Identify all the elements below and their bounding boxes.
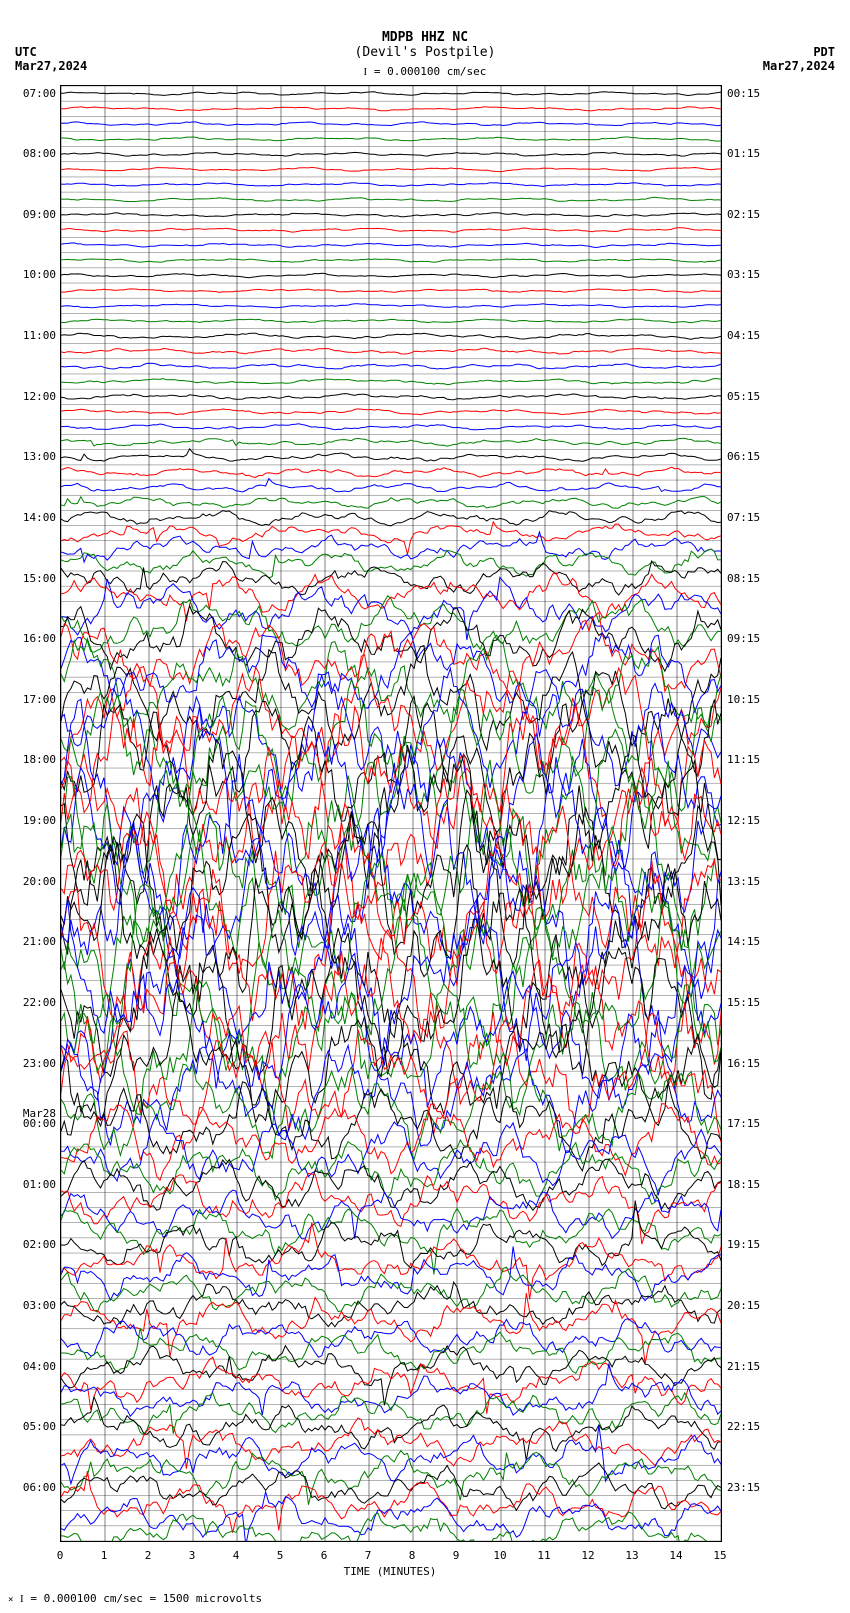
x-tick: 8: [409, 1549, 416, 1562]
station-title: MDPB HHZ NC: [0, 30, 850, 45]
right-time-label: 16:15: [727, 1057, 760, 1070]
tz-left-label: UTC: [15, 45, 87, 59]
right-time-label: 11:15: [727, 753, 760, 766]
right-time-label: 17:15: [727, 1117, 760, 1130]
footer-scale: × I = 0.000100 cm/sec = 1500 microvolts: [8, 1592, 262, 1605]
left-time-label: 13:00: [23, 450, 56, 463]
right-time-label: 18:15: [727, 1178, 760, 1191]
left-time-label: 10:00: [23, 268, 56, 281]
scale-indicator: I = 0.000100 cm/sec: [0, 65, 850, 78]
right-time-label: 05:15: [727, 390, 760, 403]
x-tick: 11: [537, 1549, 550, 1562]
right-time-label: 02:15: [727, 208, 760, 221]
left-time-label: 09:00: [23, 208, 56, 221]
right-time-label: 09:15: [727, 632, 760, 645]
left-time-label: 14:00: [23, 511, 56, 524]
right-time-label: 00:15: [727, 87, 760, 100]
right-time-label: 07:15: [727, 511, 760, 524]
x-tick: 3: [189, 1549, 196, 1562]
scale-text: = 0.000100 cm/sec: [374, 65, 487, 78]
left-time-label: 11:00: [23, 329, 56, 342]
left-time-label: 12:00: [23, 390, 56, 403]
left-time-label: 00:00: [23, 1117, 56, 1130]
right-time-label: 15:15: [727, 996, 760, 1009]
right-time-label: 22:15: [727, 1420, 760, 1433]
left-time-label: 02:00: [23, 1238, 56, 1251]
x-tick: 9: [453, 1549, 460, 1562]
left-time-label: 03:00: [23, 1299, 56, 1312]
x-tick: 2: [145, 1549, 152, 1562]
tz-left-date: Mar27,2024: [15, 59, 87, 73]
chart-header: MDPB HHZ NC (Devil's Postpile): [0, 30, 850, 60]
left-time-label: 23:00: [23, 1057, 56, 1070]
plot-area: [60, 85, 722, 1542]
right-time-labels: 00:15 01:15 02:15 03:15 04:15 05:15 06:15 07:15…: [725, 85, 785, 1540]
left-time-label: 15:00: [23, 572, 56, 585]
tz-right-date: Mar27,2024: [763, 59, 835, 73]
x-tick: 12: [581, 1549, 594, 1562]
x-tick: 13: [625, 1549, 638, 1562]
left-time-label: 07:00: [23, 87, 56, 100]
x-tick: 15: [713, 1549, 726, 1562]
left-time-label: 19:00: [23, 814, 56, 827]
right-time-label: 20:15: [727, 1299, 760, 1312]
footer-text: = 0.000100 cm/sec = 1500 microvolts: [30, 1592, 262, 1605]
right-time-label: 14:15: [727, 935, 760, 948]
x-tick: 10: [493, 1549, 506, 1562]
left-time-label: 22:00: [23, 996, 56, 1009]
tz-right-label: PDT: [763, 45, 835, 59]
x-tick: 5: [277, 1549, 284, 1562]
right-time-label: 12:15: [727, 814, 760, 827]
x-tick: 1: [101, 1549, 108, 1562]
left-time-label: 20:00: [23, 875, 56, 888]
seismogram-svg: [61, 86, 721, 1541]
left-time-labels: 07:00 08:00 09:00 10:00 11:00 12:00 13:00 14:00…: [8, 85, 58, 1540]
right-time-label: 23:15: [727, 1481, 760, 1494]
tz-left-block: UTC Mar27,2024: [15, 45, 87, 73]
x-tick: 0: [57, 1549, 64, 1562]
right-time-label: 03:15: [727, 268, 760, 281]
x-axis-label: TIME (MINUTES): [344, 1565, 437, 1578]
left-time-label: 06:00: [23, 1481, 56, 1494]
left-time-label: 17:00: [23, 693, 56, 706]
x-axis: TIME (MINUTES) 0123456789101112131415: [60, 1545, 720, 1585]
right-time-label: 13:15: [727, 875, 760, 888]
x-tick: 14: [669, 1549, 682, 1562]
right-time-label: 10:15: [727, 693, 760, 706]
left-time-label: 04:00: [23, 1360, 56, 1373]
left-time-label: 21:00: [23, 935, 56, 948]
right-time-label: 21:15: [727, 1360, 760, 1373]
left-time-label: 05:00: [23, 1420, 56, 1433]
tz-right-block: PDT Mar27,2024: [763, 45, 835, 73]
x-tick: 4: [233, 1549, 240, 1562]
right-time-label: 08:15: [727, 572, 760, 585]
left-time-label: 01:00: [23, 1178, 56, 1191]
right-time-label: 04:15: [727, 329, 760, 342]
right-time-label: 19:15: [727, 1238, 760, 1251]
seismogram-container: MDPB HHZ NC (Devil's Postpile) I = 0.000…: [0, 0, 850, 1613]
station-subtitle: (Devil's Postpile): [0, 45, 850, 60]
right-time-label: 01:15: [727, 147, 760, 160]
x-tick: 6: [321, 1549, 328, 1562]
left-time-label: 16:00: [23, 632, 56, 645]
left-time-label: 08:00: [23, 147, 56, 160]
right-time-label: 06:15: [727, 450, 760, 463]
x-tick: 7: [365, 1549, 372, 1562]
left-time-label: 18:00: [23, 753, 56, 766]
